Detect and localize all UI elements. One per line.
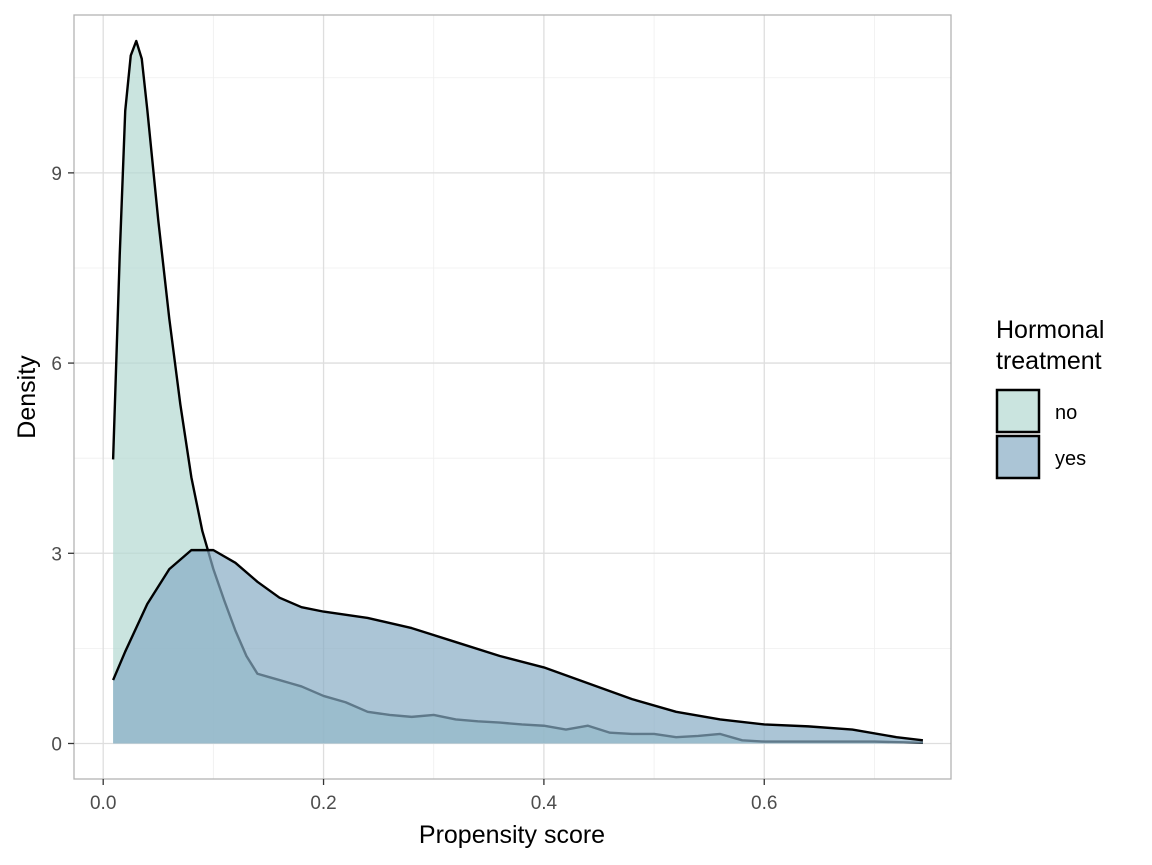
- legend-title-line-1: Hormonal: [996, 316, 1104, 344]
- panel-border: [73, 14, 952, 780]
- x-tick-label: 0.2: [310, 793, 336, 814]
- legend-key-yes: [995, 434, 1041, 480]
- legend-label-no: no: [1055, 402, 1077, 424]
- density-line-yes: [112, 548, 924, 742]
- y-tick-label: 3: [51, 544, 62, 565]
- x-tick-label: 0.0: [90, 793, 116, 814]
- density-area-yes: [113, 550, 923, 744]
- legend: Hormonal treatment no yes: [995, 316, 1104, 480]
- legend-title-line-2: treatment: [996, 347, 1102, 375]
- y-tick-label: 6: [51, 354, 62, 375]
- y-axis-title: Density: [13, 355, 41, 439]
- x-tick-label: 0.4: [531, 793, 558, 814]
- legend-label-yes: yes: [1055, 448, 1086, 470]
- density-areas: [111, 39, 924, 745]
- x-axis-title: Propensity score: [419, 821, 605, 849]
- x-tick-label: 0.6: [751, 793, 777, 814]
- y-tick-label: 0: [51, 734, 62, 755]
- legend-key-no: [995, 388, 1041, 434]
- y-axis: 0 3 6 9: [51, 164, 74, 755]
- x-axis: 0.0 0.2 0.4 0.6: [90, 779, 777, 814]
- y-tick-label: 9: [51, 164, 62, 185]
